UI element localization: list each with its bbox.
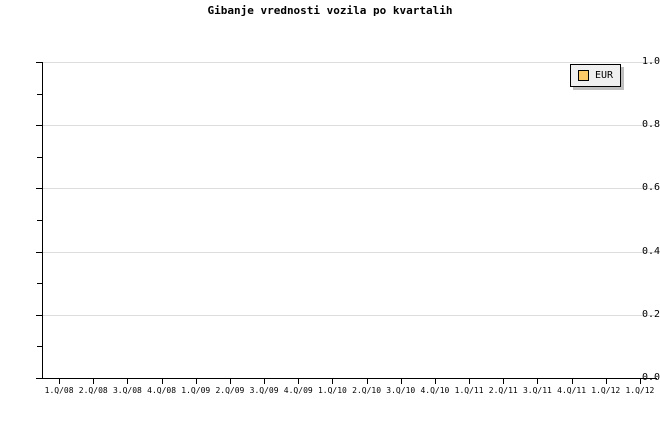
x-axis-tick (196, 379, 197, 384)
y-axis-spine (42, 62, 43, 379)
x-axis-tick-label: 3.Q/09 (249, 386, 279, 395)
x-axis-tick-label: 2.Q/11 (488, 386, 518, 395)
x-axis-tick-label: 2.Q/08 (78, 386, 108, 395)
y-axis-minor-tick (37, 283, 42, 284)
legend-label: EUR (595, 70, 614, 81)
x-axis-tick (230, 379, 231, 384)
x-axis-tick (435, 379, 436, 384)
x-axis-tick (127, 379, 128, 384)
y-axis-minor-tick (37, 94, 42, 95)
x-axis-spine (42, 378, 657, 379)
y-axis-tick (36, 62, 42, 63)
y-axis-tick-label: 0.4 (641, 246, 660, 257)
x-axis-tick (503, 379, 504, 384)
x-axis-tick-label: 1.Q/12 (591, 386, 621, 395)
x-axis-tick (469, 379, 470, 384)
y-axis-tick (36, 252, 42, 253)
y-axis-tick-label: 0.6 (641, 182, 660, 193)
y-axis-tick-label: 1.0 (641, 56, 660, 67)
x-axis-tick (298, 379, 299, 384)
x-axis-tick-label: 3.Q/10 (386, 386, 416, 395)
x-axis-tick-label: 4.Q/11 (557, 386, 587, 395)
x-axis-tick (537, 379, 538, 384)
legend-color-swatch (578, 70, 589, 81)
x-axis-tick (162, 379, 163, 384)
x-axis-tick-label: 3.Q/08 (112, 386, 142, 395)
y-axis-minor-tick (37, 346, 42, 347)
x-axis-tick-label: 4.Q/09 (283, 386, 313, 395)
x-axis-tick-label: 2.Q/10 (352, 386, 382, 395)
x-axis-tick-label: 4.Q/08 (147, 386, 177, 395)
x-axis-tick-label: 1.Q/08 (44, 386, 74, 395)
y-axis-tick (36, 378, 42, 379)
x-axis-tick (606, 379, 607, 384)
gridline (43, 62, 656, 63)
x-axis-tick (572, 379, 573, 384)
gridline (43, 125, 656, 126)
plot-area (42, 62, 656, 378)
legend-entry[interactable]: EUR (578, 70, 613, 81)
x-axis-tick-label: 2.Q/09 (215, 386, 245, 395)
gridline (43, 188, 656, 189)
chart-legend[interactable]: EUR (570, 64, 622, 87)
chart-title: Gibanje vrednosti vozila po kvartalih (207, 4, 453, 17)
x-axis-tick (332, 379, 333, 384)
x-axis-tick-label: 1.Q/11 (454, 386, 484, 395)
x-axis-tick-label: 1.Q/09 (181, 386, 211, 395)
x-axis-tick (93, 379, 94, 384)
y-axis-minor-tick (37, 157, 42, 158)
x-axis-tick-label: 4.Q/10 (420, 386, 450, 395)
x-axis-tick (264, 379, 265, 384)
y-axis-tick-label: 0.2 (641, 309, 660, 320)
x-axis-tick-label: 1.Q/12 (625, 386, 655, 395)
y-axis-tick (36, 125, 42, 126)
x-axis-tick-label: 3.Q/11 (522, 386, 552, 395)
x-axis-tick (59, 379, 60, 384)
y-axis-tick (36, 315, 42, 316)
x-axis-tick (401, 379, 402, 384)
y-axis-tick-label: 0.0 (641, 372, 660, 383)
x-axis-tick-label: 1.Q/10 (317, 386, 347, 395)
y-axis-minor-tick (37, 220, 42, 221)
gridline (43, 252, 656, 253)
x-axis-tick (367, 379, 368, 384)
y-axis-tick-label: 0.8 (641, 119, 660, 130)
x-axis-tick (640, 379, 641, 384)
gridline (43, 315, 656, 316)
y-axis-tick (36, 188, 42, 189)
